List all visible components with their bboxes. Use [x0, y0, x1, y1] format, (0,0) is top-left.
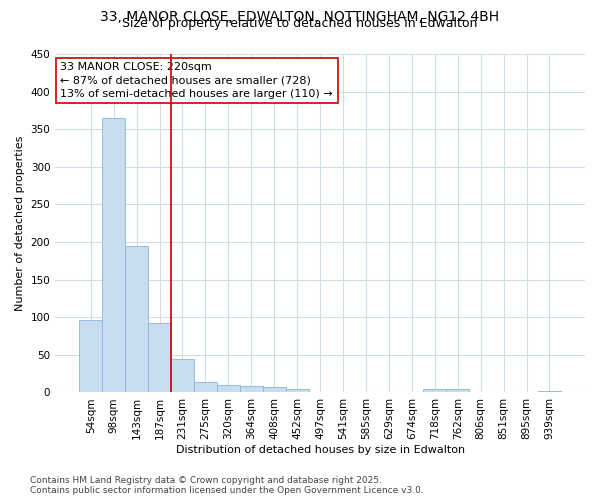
- Bar: [217, 385, 240, 392]
- Bar: [286, 388, 308, 392]
- Bar: [423, 390, 446, 392]
- Bar: [263, 387, 286, 392]
- Text: 33 MANOR CLOSE: 220sqm
← 87% of detached houses are smaller (728)
13% of semi-de: 33 MANOR CLOSE: 220sqm ← 87% of detached…: [61, 62, 333, 99]
- Bar: [79, 320, 102, 392]
- Y-axis label: Number of detached properties: Number of detached properties: [15, 136, 25, 311]
- Text: 33, MANOR CLOSE, EDWALTON, NOTTINGHAM, NG12 4BH: 33, MANOR CLOSE, EDWALTON, NOTTINGHAM, N…: [100, 10, 500, 24]
- Bar: [125, 246, 148, 392]
- Bar: [446, 388, 469, 392]
- Text: Contains HM Land Registry data © Crown copyright and database right 2025.
Contai: Contains HM Land Registry data © Crown c…: [30, 476, 424, 495]
- Text: Size of property relative to detached houses in Edwalton: Size of property relative to detached ho…: [122, 18, 478, 30]
- X-axis label: Distribution of detached houses by size in Edwalton: Distribution of detached houses by size …: [176, 445, 464, 455]
- Bar: [148, 324, 171, 392]
- Bar: [538, 391, 561, 392]
- Bar: [240, 386, 263, 392]
- Bar: [171, 360, 194, 392]
- Bar: [194, 382, 217, 392]
- Bar: [102, 118, 125, 392]
